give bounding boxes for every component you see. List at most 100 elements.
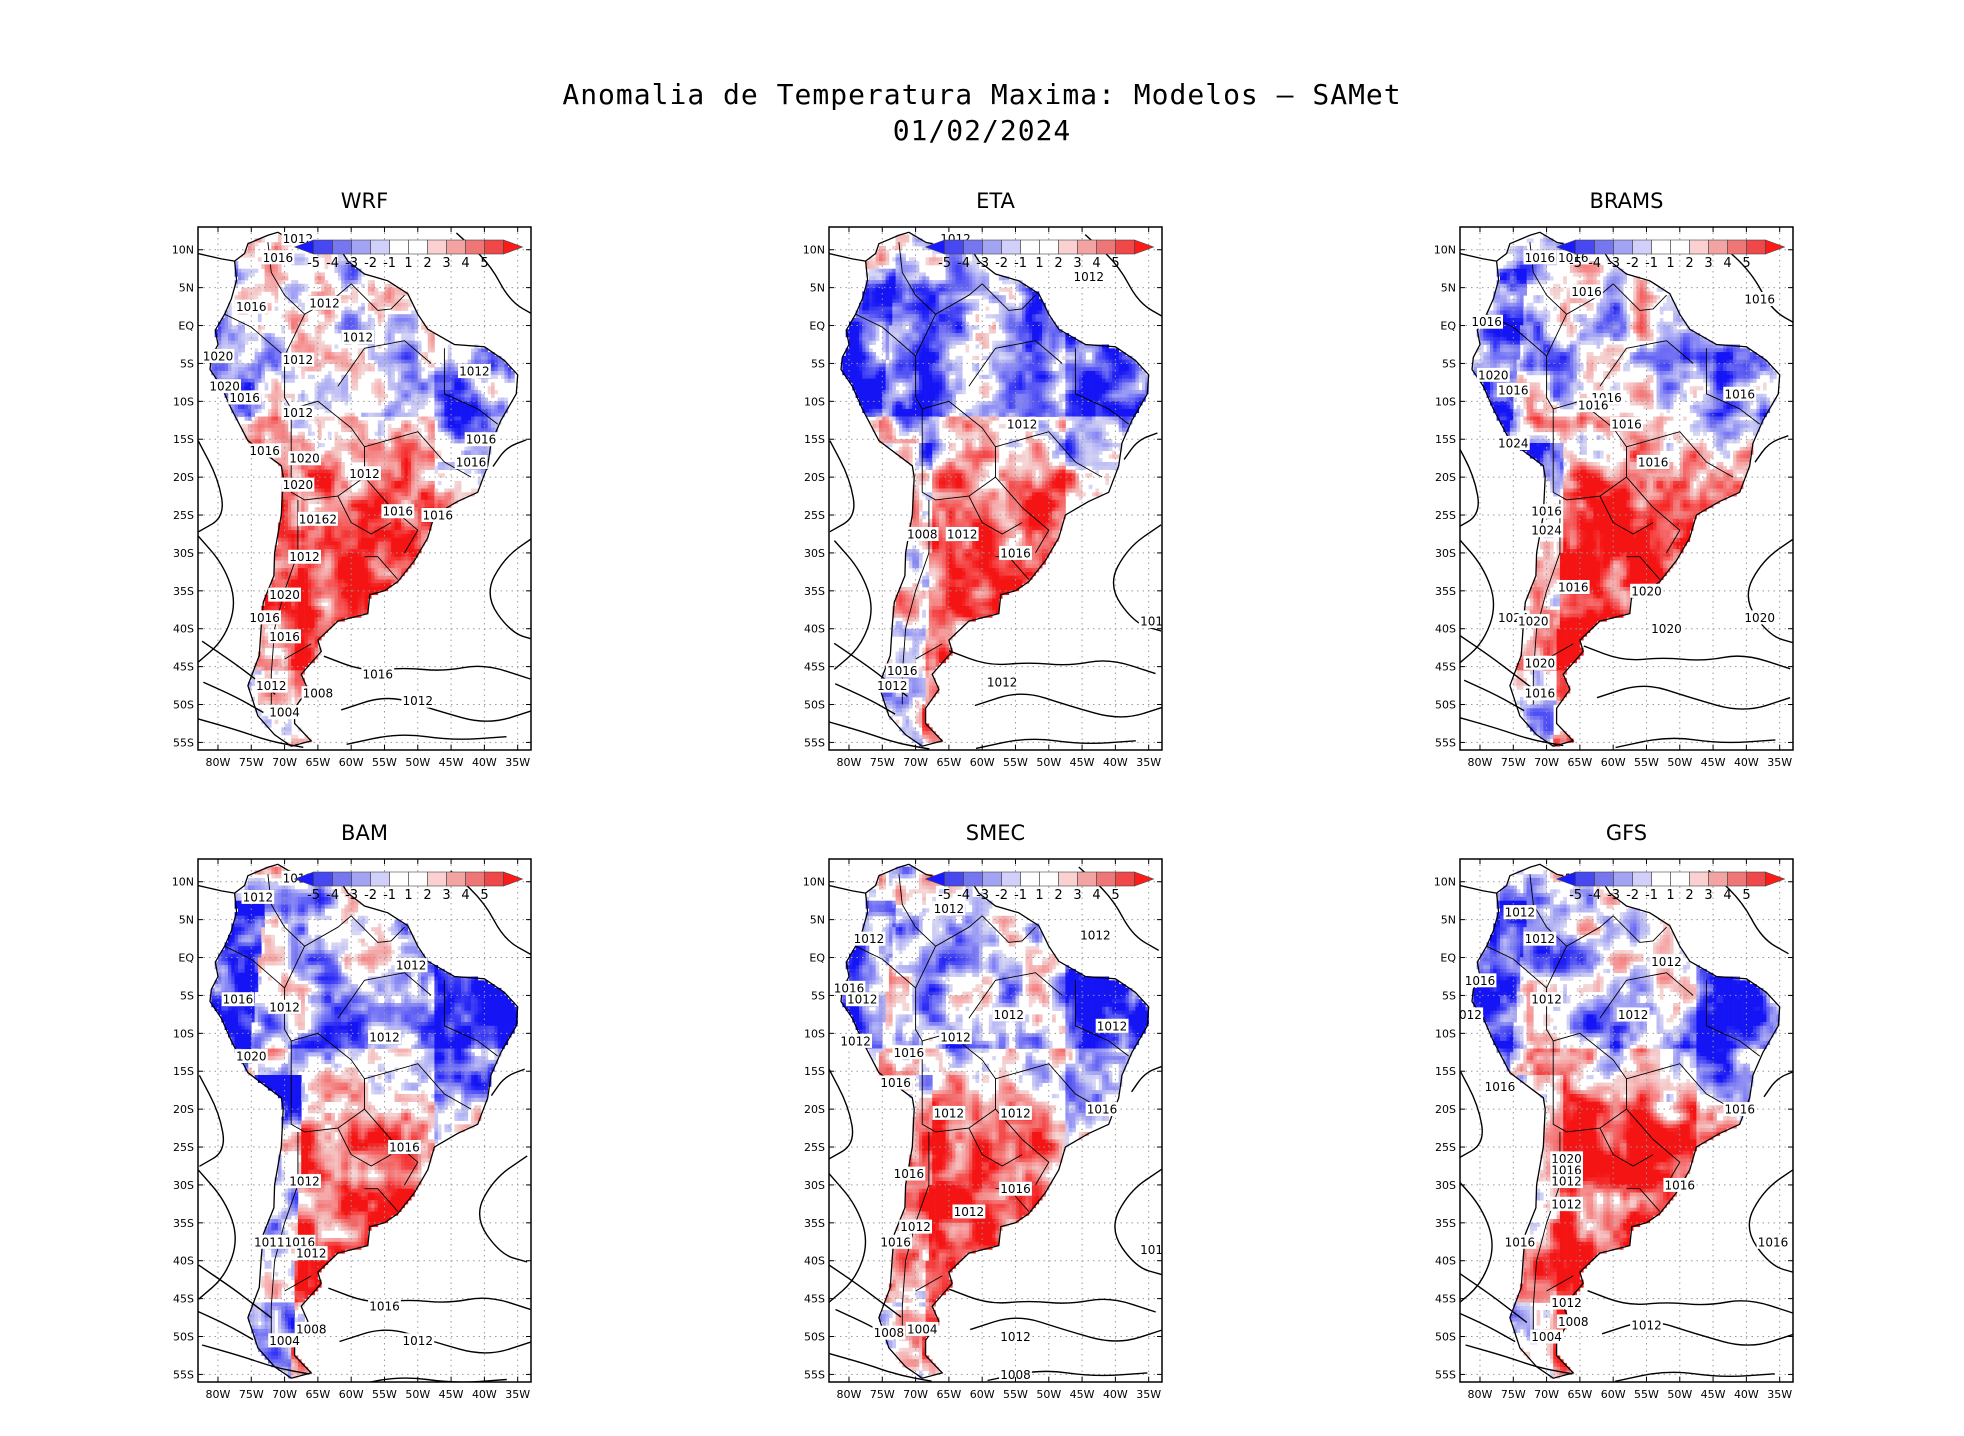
anomaly-cell (341, 575, 345, 580)
isobar-label: 1004 (269, 706, 300, 720)
anomaly-cell (301, 439, 305, 444)
anomaly-cell (324, 609, 329, 614)
anomaly-cell (311, 606, 315, 611)
anomaly-cell (337, 590, 342, 595)
anomaly-cell (324, 355, 329, 361)
anomaly-cell (441, 401, 445, 406)
anomaly-cell (224, 363, 229, 368)
anomaly-cell (461, 390, 465, 395)
anomaly-cell (451, 435, 455, 440)
anomaly-cell (238, 344, 242, 349)
anomaly-cell (264, 670, 269, 675)
anomaly-cell (411, 477, 415, 482)
anomaly-cell (317, 253, 322, 258)
anomaly-cell (294, 670, 299, 675)
anomaly-cell (407, 484, 412, 489)
anomaly-cell (331, 310, 335, 315)
anomaly-cell (317, 602, 322, 607)
anomaly-cell (331, 473, 335, 478)
anomaly-cell (337, 321, 342, 326)
anomaly-cell (431, 496, 435, 501)
anomaly-cell (277, 355, 282, 361)
anomaly-cell (251, 431, 255, 436)
anomaly-cell (414, 522, 419, 527)
anomaly-cell (354, 587, 359, 592)
anomaly-cell (387, 321, 392, 326)
anomaly-cell (354, 602, 359, 607)
anomaly-cell (274, 264, 279, 270)
anomaly-cell (334, 606, 339, 611)
anomaly-cell (247, 291, 252, 296)
anomaly-cell (394, 473, 399, 478)
anomaly-cell (334, 268, 339, 273)
anomaly-cell (491, 382, 495, 387)
anomaly-cell (394, 499, 399, 505)
anomaly-cell (334, 549, 339, 554)
anomaly-cell (441, 374, 445, 379)
anomaly-cell (354, 420, 359, 425)
anomaly-cell (417, 359, 422, 364)
anomaly-cell (411, 321, 415, 326)
anomaly-cell (387, 473, 392, 478)
anomaly-cell (447, 397, 452, 402)
anomaly-cell (361, 458, 365, 463)
anomaly-cell (257, 700, 262, 705)
anomaly-cell (437, 374, 442, 379)
anomaly-cell (447, 412, 452, 417)
anomaly-cell (314, 488, 319, 493)
anomaly-cell (397, 378, 402, 383)
anomaly-cell (407, 526, 412, 531)
anomaly-cell (341, 499, 345, 505)
anomaly-cell (381, 568, 385, 573)
anomaly-cell (327, 507, 332, 512)
anomaly-cell (314, 276, 319, 281)
anomaly-cell (401, 473, 405, 478)
anomaly-cell (391, 405, 395, 410)
anomaly-cell (284, 530, 289, 535)
anomaly-cell (321, 454, 325, 459)
anomaly-cell (357, 424, 362, 429)
anomaly-cell (331, 496, 335, 501)
anomaly-cell (377, 450, 382, 455)
anomaly-cell (247, 374, 252, 379)
anomaly-cell (477, 477, 482, 482)
country-border (291, 400, 392, 508)
anomaly-cell (344, 306, 349, 311)
anomaly-cell (357, 314, 362, 319)
anomaly-cell (254, 333, 259, 338)
anomaly-cell (414, 484, 419, 489)
anomaly-cell (447, 499, 452, 505)
anomaly-cell (391, 454, 395, 459)
anomaly-cell (374, 480, 379, 486)
anomaly-cell (347, 427, 352, 433)
anomaly-cell (234, 340, 239, 345)
anomaly-cell (374, 484, 379, 489)
anomaly-cell (404, 378, 409, 383)
colorbar-swatch (351, 239, 371, 255)
anomaly-cell (377, 526, 382, 531)
anomaly-cell (294, 700, 299, 705)
anomaly-cell (334, 462, 339, 467)
anomaly-cell (344, 515, 349, 520)
anomaly-cell (344, 401, 349, 406)
anomaly-cell (271, 427, 275, 433)
isobar-label: 10162 (299, 512, 337, 526)
anomaly-cell (257, 420, 262, 425)
anomaly-cell (374, 545, 379, 550)
anomaly-cell (238, 367, 242, 372)
anomaly-cell (427, 374, 432, 379)
anomaly-cell (297, 696, 302, 702)
anomaly-cell (477, 352, 482, 357)
anomaly-cell (317, 473, 322, 478)
anomaly-cell (427, 363, 432, 368)
anomaly-cell (397, 537, 402, 542)
anomaly-cell (354, 511, 359, 516)
colorbar-swatch (427, 239, 447, 255)
anomaly-cell (351, 507, 355, 512)
anomaly-cell (394, 492, 399, 497)
anomaly-cell (364, 556, 369, 561)
anomaly-cell (457, 397, 462, 402)
axes: 80W 75W 70W 65W 60W 55W 50W 45W 40W 35W10N5NEQ5S1… (172, 227, 531, 769)
anomaly-cell (421, 352, 425, 357)
anomaly-cell (341, 545, 345, 550)
